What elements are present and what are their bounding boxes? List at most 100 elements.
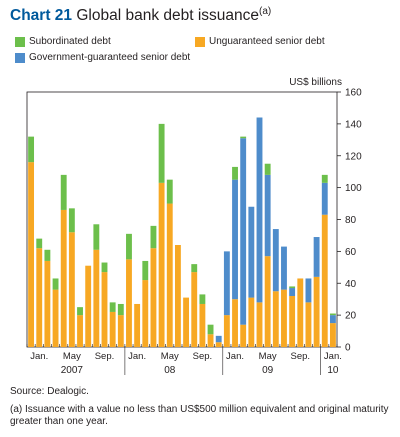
x-tick-label: Sep. xyxy=(291,351,311,362)
y-tick-label: 140 xyxy=(345,119,362,130)
bar-segment-subordinated-debt xyxy=(329,313,336,316)
bar-segment-unguaranteed-senior-debt xyxy=(126,259,132,347)
x-tick-label: May xyxy=(161,351,179,362)
x-year-label: 08 xyxy=(164,365,176,376)
x-year-label: 2007 xyxy=(61,365,84,376)
bar-segment-subordinated-debt xyxy=(207,324,214,335)
bar-segment-subordinated-debt xyxy=(60,174,67,210)
y-tick-label: 20 xyxy=(345,311,357,322)
bar-segment-unguaranteed-senior-debt xyxy=(297,278,304,347)
bar-segment-unguaranteed-senior-debt xyxy=(134,303,141,347)
bar-segment-government-guaranteed-senior-debt xyxy=(223,251,230,316)
x-tick-label: Jan. xyxy=(30,351,48,362)
legend-item-government-guaranteed: Government-guaranteed senior debt xyxy=(15,52,190,63)
bar-segment-government-guaranteed-senior-debt xyxy=(264,174,271,257)
bar-segment-subordinated-debt xyxy=(77,307,83,316)
bar-segment-unguaranteed-senior-debt xyxy=(117,315,124,347)
bar-segment-unguaranteed-senior-debt xyxy=(150,248,157,347)
bar-segment-unguaranteed-senior-debt xyxy=(77,315,83,347)
x-tick-label: May xyxy=(259,351,277,362)
legend-label-government-guaranteed: Government-guaranteed senior debt xyxy=(29,52,191,63)
bar-segment-government-guaranteed-senior-debt xyxy=(232,179,238,300)
bar-segment-government-guaranteed-senior-debt xyxy=(305,278,312,303)
bar-segment-unguaranteed-senior-debt xyxy=(305,302,312,347)
bar-segment-government-guaranteed-senior-debt xyxy=(272,229,279,292)
bar-segment-unguaranteed-senior-debt xyxy=(289,296,296,347)
bar-segment-unguaranteed-senior-debt xyxy=(321,214,328,347)
bar-segment-unguaranteed-senior-debt xyxy=(281,289,287,347)
bar-segment-unguaranteed-senior-debt xyxy=(36,248,43,347)
bar-segment-unguaranteed-senior-debt xyxy=(68,232,75,347)
y-tick-label: 80 xyxy=(345,215,357,226)
bar-segment-unguaranteed-senior-debt xyxy=(52,289,59,347)
bar-segment-unguaranteed-senior-debt xyxy=(174,245,181,347)
bar-segment-unguaranteed-senior-debt xyxy=(191,272,198,347)
bar-segment-unguaranteed-senior-debt xyxy=(264,256,271,347)
bar-segment-unguaranteed-senior-debt xyxy=(142,280,149,347)
y-tick-label: 120 xyxy=(345,151,362,162)
bar-segment-subordinated-debt xyxy=(166,179,173,204)
bar-segment-government-guaranteed-senior-debt xyxy=(215,335,222,343)
bar-segment-unguaranteed-senior-debt xyxy=(166,203,173,347)
bar-segment-unguaranteed-senior-debt xyxy=(101,272,108,347)
bar-segment-subordinated-debt xyxy=(109,302,116,312)
y-tick-label: 160 xyxy=(345,88,362,99)
source-note: Source: Dealogic. xyxy=(10,386,89,397)
legend-label-subordinated: Subordinated debt xyxy=(29,36,111,47)
x-tick-label: Jan. xyxy=(128,351,146,362)
y-tick-label: 0 xyxy=(345,343,351,354)
bar-segment-government-guaranteed-senior-debt xyxy=(240,138,247,325)
chart-title-text: Global bank debt issuance xyxy=(76,7,260,25)
bar-segment-government-guaranteed-senior-debt xyxy=(256,117,263,303)
legend-item-unguaranteed: Unguaranteed senior debt xyxy=(195,36,325,47)
bar-segment-unguaranteed-senior-debt xyxy=(256,302,263,347)
bar-segment-government-guaranteed-senior-debt xyxy=(313,237,320,277)
x-tick-label: Jan. xyxy=(324,351,342,362)
y-tick-label: 100 xyxy=(345,183,362,194)
bar-segment-unguaranteed-senior-debt xyxy=(313,276,320,347)
bar-segment-unguaranteed-senior-debt xyxy=(207,334,214,347)
y-tick-label: 40 xyxy=(345,279,357,290)
x-tick-label: Jan. xyxy=(226,351,244,362)
x-tick-label: Sep. xyxy=(95,351,115,362)
bar-segment-unguaranteed-senior-debt xyxy=(240,324,247,347)
x-year-label: 09 xyxy=(262,365,274,376)
bar-segment-subordinated-debt xyxy=(232,166,238,180)
bar-segment-unguaranteed-senior-debt xyxy=(223,315,230,347)
bar-segment-subordinated-debt xyxy=(150,225,157,249)
bar-segment-subordinated-debt xyxy=(93,224,100,250)
chart-number: Chart 21 xyxy=(10,7,73,25)
bar-segment-subordinated-debt xyxy=(240,136,247,139)
bar-segment-subordinated-debt xyxy=(158,123,165,183)
chart-title: Chart 21 Global bank debt issuance(a) xyxy=(10,6,271,25)
bar-segment-subordinated-debt xyxy=(142,260,149,281)
bar-segment-subordinated-debt xyxy=(44,249,51,261)
bar-segment-subordinated-debt xyxy=(101,262,108,273)
title-note-marker: (a) xyxy=(259,6,272,17)
bar-segment-unguaranteed-senior-debt xyxy=(329,323,336,347)
x-year-label: 10 xyxy=(327,365,339,376)
bar-segment-unguaranteed-senior-debt xyxy=(93,249,100,347)
footnote: (a) Issuance with a value no less than U… xyxy=(10,404,389,427)
bar-segment-unguaranteed-senior-debt xyxy=(109,311,116,347)
y-axis-unit-label: US$ billions xyxy=(289,77,342,88)
bar-segment-subordinated-debt xyxy=(191,264,198,273)
bar-segment-government-guaranteed-senior-debt xyxy=(281,246,287,290)
bar-segment-subordinated-debt xyxy=(68,208,75,233)
bar-segment-subordinated-debt xyxy=(321,174,328,183)
bar-segment-unguaranteed-senior-debt xyxy=(215,342,222,347)
bar-segment-subordinated-debt xyxy=(289,286,296,289)
bar-segment-subordinated-debt xyxy=(52,278,59,290)
bar-segment-unguaranteed-senior-debt xyxy=(60,209,67,347)
bar-segment-unguaranteed-senior-debt xyxy=(232,299,238,347)
bar-segment-government-guaranteed-senior-debt xyxy=(329,315,336,324)
y-tick-label: 60 xyxy=(345,247,357,258)
legend-swatch-government-guaranteed xyxy=(15,52,25,63)
bar-segment-government-guaranteed-senior-debt xyxy=(321,182,328,215)
bar-segment-unguaranteed-senior-debt xyxy=(158,182,165,347)
legend-item-subordinated: Subordinated debt xyxy=(15,36,111,47)
bar-segment-unguaranteed-senior-debt xyxy=(183,297,190,347)
legend-swatch-subordinated xyxy=(15,36,25,47)
bar-segment-government-guaranteed-senior-debt xyxy=(248,206,255,298)
